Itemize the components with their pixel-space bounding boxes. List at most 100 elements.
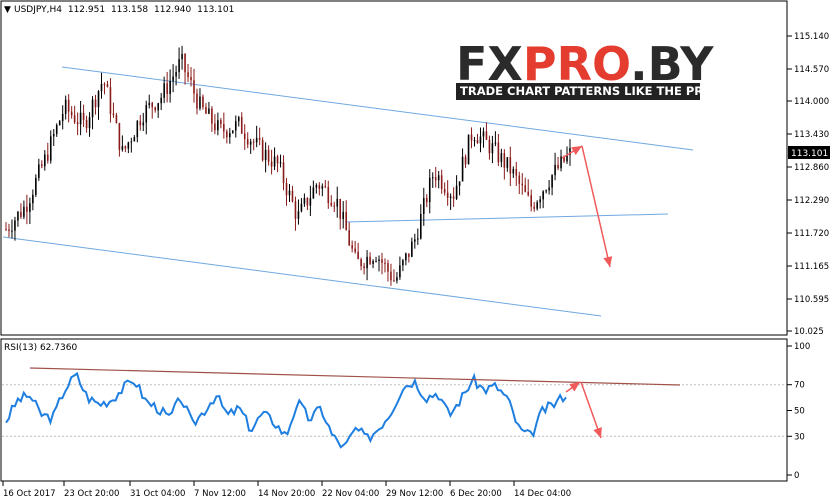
price-arrow-down-head [603,256,613,267]
candle-body [100,83,103,92]
logo-by: .BY [630,37,714,91]
candle-body [46,154,49,161]
candle-body [515,169,518,176]
candle-body [97,91,100,108]
candle-body [187,72,189,78]
candle-body [258,137,261,140]
candle-body [231,130,234,134]
logo-fx: FX [456,37,523,91]
candle-body [121,146,124,150]
candle-body [282,162,285,184]
candle-body [554,164,556,176]
price-tick-label: 115.140 [794,32,829,42]
candle-body [220,120,222,124]
candle-body [464,156,467,165]
candle-body [482,131,485,137]
candle-body [545,190,547,192]
time-tick-label: 14 Nov 20:00 [258,489,315,499]
candle-body [363,266,365,269]
logo-pro: PRO [523,37,630,91]
price-tick-label: 113.430 [794,130,829,140]
candle-body [91,99,94,118]
candle-body [473,140,476,142]
candle-body [76,122,79,125]
candle-body [327,186,330,204]
candle-body [411,241,413,257]
candle-body [115,114,118,124]
candle-body [524,185,527,192]
candle-body [530,195,533,207]
candle-body [342,211,345,219]
candle-body [55,125,58,135]
candle-body [330,203,333,206]
candle-body [366,256,368,269]
candle-body [118,123,121,150]
candle-body [5,229,7,231]
candle-body [249,141,252,145]
candle-body [226,131,228,138]
candle-body [563,156,565,162]
candle-body [124,146,127,149]
candle-body [64,99,67,114]
candle-body [512,169,515,174]
candlestick-series [5,45,571,286]
collapse-triangle-icon[interactable]: ▼ [4,5,11,15]
time-tick-label: 6 Dec 20:00 [450,489,502,499]
candle-body [178,59,180,72]
candle-body [303,197,306,204]
candle-body [354,248,356,252]
price-tick-label: 111.720 [794,229,829,239]
candle-body [196,93,198,109]
time-axis: 16 Oct 2017 23 Oct 20:00 31 Oct 04:00 7 Nov… [2,481,571,499]
candle-body [425,197,428,203]
candle-body [133,137,136,142]
logo-title: FXPRO.BY [456,37,714,91]
price-tick-label: 110.595 [794,295,829,305]
candle-body [485,131,488,140]
price-forecast-arrows [561,145,613,268]
candle-body [43,154,46,167]
candle-body [38,164,40,178]
candle-body [399,265,401,278]
candle-body [446,192,449,198]
candle-body [452,196,455,199]
candle-body [294,201,297,219]
candle-body [14,220,16,231]
candle-body [267,149,270,162]
price-tick-label: 114.000 [794,97,829,107]
candle-body [491,143,494,154]
candle-body [58,121,61,126]
rsi-tick-label: 30 [794,432,805,442]
candle-body [8,229,10,231]
candle-body [348,230,350,246]
candle-body [443,188,446,193]
candle-body [217,120,219,131]
candle-body [20,211,22,217]
candle-body [67,99,70,112]
candle-body [73,115,76,123]
rsi-arrow-down-head [593,427,602,438]
candle-body [154,107,157,111]
candle-body [145,105,148,123]
candle-body [52,134,55,137]
candle-body [428,177,431,203]
candle-body [151,102,154,108]
candle-body [422,197,425,214]
candle-body [503,153,506,168]
candle-body [136,121,139,138]
rsi-tick-label: 0 [794,471,799,481]
candle-body [369,256,371,264]
candle-body [172,76,174,81]
candle-body [273,156,276,167]
candle-body [414,239,416,242]
lower-channel-line [2,236,602,317]
candle-body [160,97,162,104]
candle-body [566,154,568,162]
logo-tagline-bar [456,83,700,100]
candle-body [417,238,419,240]
candle-body [157,103,159,111]
candle-body [419,213,422,239]
time-tick-label: 16 Oct 2017 [3,489,56,499]
candle-body [211,108,213,124]
